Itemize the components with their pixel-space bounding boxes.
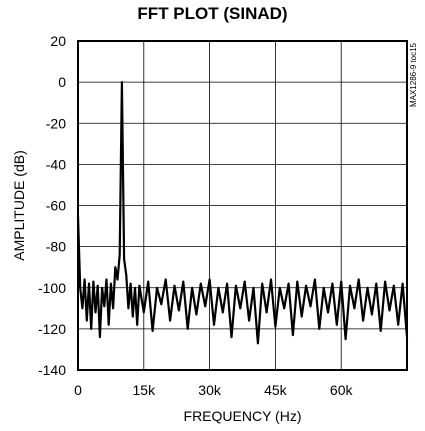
x-tick-label: 15k: [133, 382, 157, 398]
spectrum-trace: [76, 81, 409, 345]
figure-code: MAX1286-9 toc15: [409, 42, 418, 107]
y-tick-label: -80: [46, 239, 66, 255]
x-tick-label: 60k: [330, 382, 354, 398]
y-tick-labels: 20 0 -20 -40 -60 -80 -100 -120 -140: [38, 33, 66, 378]
x-tick-label: 45k: [264, 382, 288, 398]
grid: [77, 40, 407, 371]
x-tick-label: 0: [74, 382, 82, 398]
x-tick-label: 30k: [198, 382, 222, 398]
x-axis-label: FREQUENCY (Hz): [184, 408, 302, 424]
x-tick-labels: 0 15k 30k 45k 60k: [74, 382, 353, 398]
y-tick-label: 20: [50, 33, 66, 49]
y-axis-label: AMPLITUDE (dB): [11, 150, 27, 260]
y-tick-label: -120: [38, 321, 66, 337]
y-tick-label: -140: [38, 362, 66, 378]
y-tick-label: -40: [46, 156, 66, 172]
plot-frame: [77, 40, 408, 371]
y-tick-label: -20: [46, 115, 66, 131]
y-tick-label: -60: [46, 198, 66, 214]
y-tick-label: 0: [58, 74, 66, 90]
y-tick-label: -100: [38, 280, 66, 296]
chart-title: FFT PLOT (SINAD): [137, 4, 288, 23]
